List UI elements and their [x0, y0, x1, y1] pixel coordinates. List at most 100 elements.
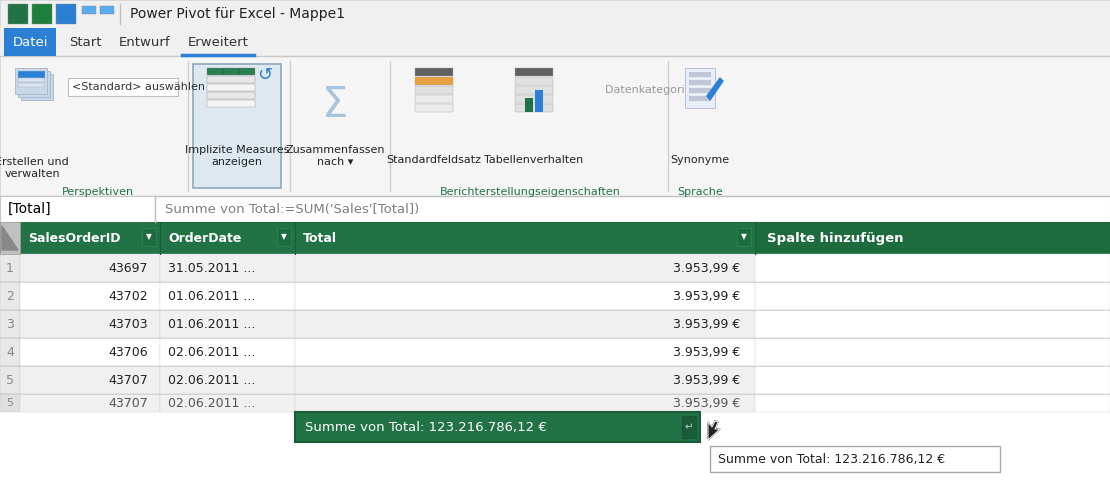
Bar [737, 228, 751, 246]
Bar [0, 0, 1110, 28]
Text: 43707: 43707 [109, 374, 148, 386]
Text: ▼: ▼ [147, 233, 152, 242]
Bar [206, 84, 255, 91]
Text: Entwurf: Entwurf [119, 35, 171, 48]
Bar [515, 77, 553, 85]
Text: 3.953,99 €: 3.953,99 € [673, 396, 740, 409]
Bar [224, 69, 238, 74]
Bar [4, 28, 56, 56]
Text: 3: 3 [6, 318, 14, 331]
Text: 43697: 43697 [109, 261, 148, 274]
Bar [682, 416, 696, 438]
Bar [415, 95, 453, 103]
Bar [56, 4, 75, 24]
Text: 43707: 43707 [109, 396, 148, 409]
Text: 3.953,99 €: 3.953,99 € [673, 374, 740, 386]
Bar [160, 222, 295, 254]
Bar [0, 310, 20, 338]
Bar [206, 92, 255, 99]
Text: 1: 1 [6, 261, 14, 274]
Bar [755, 394, 1110, 412]
Text: Berichterstellungseigenschaften: Berichterstellungseigenschaften [440, 187, 620, 197]
Text: 01.06.2011 ...: 01.06.2011 ... [168, 289, 255, 302]
Bar [0, 282, 20, 310]
Bar [82, 6, 95, 14]
Bar [278, 228, 291, 246]
Text: SalesOrderID: SalesOrderID [28, 232, 121, 245]
Text: Erweitert: Erweitert [188, 35, 249, 48]
Bar [21, 74, 53, 100]
Polygon shape [707, 78, 723, 100]
Bar [68, 78, 178, 96]
Polygon shape [2, 226, 18, 250]
Text: 43702: 43702 [109, 289, 148, 302]
Bar [0, 338, 20, 366]
Text: Datenkategorie: ▾: Datenkategorie: ▾ [605, 85, 705, 95]
Text: Implizite Measures: Implizite Measures [184, 145, 290, 155]
Text: ↺: ↺ [258, 66, 272, 84]
Text: nach ▾: nach ▾ [316, 157, 353, 167]
Bar [20, 222, 160, 254]
Bar [206, 76, 255, 83]
Bar [20, 310, 160, 338]
Bar [0, 394, 20, 412]
Bar [0, 366, 20, 394]
Bar [755, 366, 1110, 394]
Bar [0, 222, 1110, 254]
Bar [515, 104, 553, 112]
Text: Power Pivot für Excel - Mappe1: Power Pivot für Excel - Mappe1 [130, 7, 345, 21]
Bar [295, 412, 700, 442]
Text: Datei: Datei [12, 35, 48, 48]
Text: Total: Total [303, 232, 337, 245]
Bar [142, 228, 157, 246]
Text: Start: Start [69, 35, 101, 48]
Bar [20, 394, 160, 412]
Bar [20, 254, 160, 282]
Bar [0, 56, 1110, 196]
Bar [20, 338, 160, 366]
Text: 02.06.2011 ...: 02.06.2011 ... [168, 396, 255, 409]
Bar [160, 338, 295, 366]
Bar [755, 310, 1110, 338]
Bar [755, 338, 1110, 366]
Text: ▼: ▼ [741, 233, 747, 242]
Text: [Total]: [Total] [8, 202, 52, 216]
Bar [8, 4, 28, 24]
Bar [415, 77, 453, 85]
Bar [16, 68, 47, 94]
Bar [295, 222, 755, 254]
Text: Σ: Σ [322, 84, 349, 126]
Polygon shape [708, 421, 720, 440]
Bar [525, 98, 533, 112]
Bar [18, 78, 44, 82]
Bar [295, 310, 755, 338]
Bar [755, 254, 1110, 282]
Bar [240, 69, 254, 74]
Bar [20, 282, 160, 310]
Bar [295, 338, 755, 366]
Bar [160, 310, 295, 338]
Bar [160, 254, 295, 282]
Text: 02.06.2011 ...: 02.06.2011 ... [168, 346, 255, 359]
Text: Tabellenverhalten: Tabellenverhalten [484, 155, 584, 165]
Bar [685, 68, 715, 108]
Bar [160, 282, 295, 310]
Bar [295, 394, 755, 412]
Bar [689, 80, 712, 85]
Text: Standardfeldsatz: Standardfeldsatz [386, 155, 482, 165]
Bar [295, 366, 755, 394]
Bar [415, 86, 453, 94]
Text: 3.953,99 €: 3.953,99 € [673, 289, 740, 302]
Text: 2: 2 [6, 289, 14, 302]
Bar [689, 96, 712, 101]
Text: Summe von Total: 123.216.786,12 €: Summe von Total: 123.216.786,12 € [718, 453, 945, 466]
Bar [206, 68, 255, 75]
Bar [515, 86, 553, 94]
Text: 01.06.2011 ...: 01.06.2011 ... [168, 318, 255, 331]
Bar [208, 69, 222, 74]
Text: <Standard> auswählen ▾: <Standard> auswählen ▾ [72, 82, 214, 92]
Text: 31.05.2011 ...: 31.05.2011 ... [168, 261, 255, 274]
Bar [0, 394, 1110, 412]
Text: 02.06.2011 ...: 02.06.2011 ... [168, 374, 255, 386]
Bar [18, 71, 50, 97]
